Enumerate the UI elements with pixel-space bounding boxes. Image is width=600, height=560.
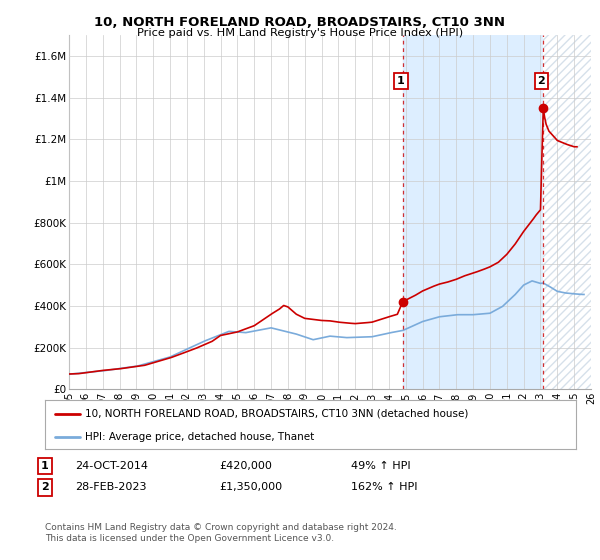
Text: 10, NORTH FORELAND ROAD, BROADSTAIRS, CT10 3NN: 10, NORTH FORELAND ROAD, BROADSTAIRS, CT… (95, 16, 505, 29)
Bar (403, 35, 543, 389)
Text: 162% ↑ HPI: 162% ↑ HPI (351, 482, 418, 492)
Text: Contains HM Land Registry data © Crown copyright and database right 2024.
This d: Contains HM Land Registry data © Crown c… (45, 524, 397, 543)
Text: 1: 1 (41, 461, 49, 471)
Text: Price paid vs. HM Land Registry's House Price Index (HPI): Price paid vs. HM Land Registry's House … (137, 28, 463, 38)
Text: 2: 2 (538, 76, 545, 86)
Text: 49% ↑ HPI: 49% ↑ HPI (351, 461, 410, 471)
Text: HPI: Average price, detached house, Thanet: HPI: Average price, detached house, Than… (85, 432, 314, 442)
Text: £420,000: £420,000 (219, 461, 272, 471)
Text: 2: 2 (41, 482, 49, 492)
Text: 28-FEB-2023: 28-FEB-2023 (75, 482, 146, 492)
Text: £1,350,000: £1,350,000 (219, 482, 282, 492)
Bar (543, 35, 600, 389)
Text: 24-OCT-2014: 24-OCT-2014 (75, 461, 148, 471)
Text: 10, NORTH FORELAND ROAD, BROADSTAIRS, CT10 3NN (detached house): 10, NORTH FORELAND ROAD, BROADSTAIRS, CT… (85, 409, 468, 419)
Text: 1: 1 (397, 76, 405, 86)
Bar (543, 35, 600, 389)
